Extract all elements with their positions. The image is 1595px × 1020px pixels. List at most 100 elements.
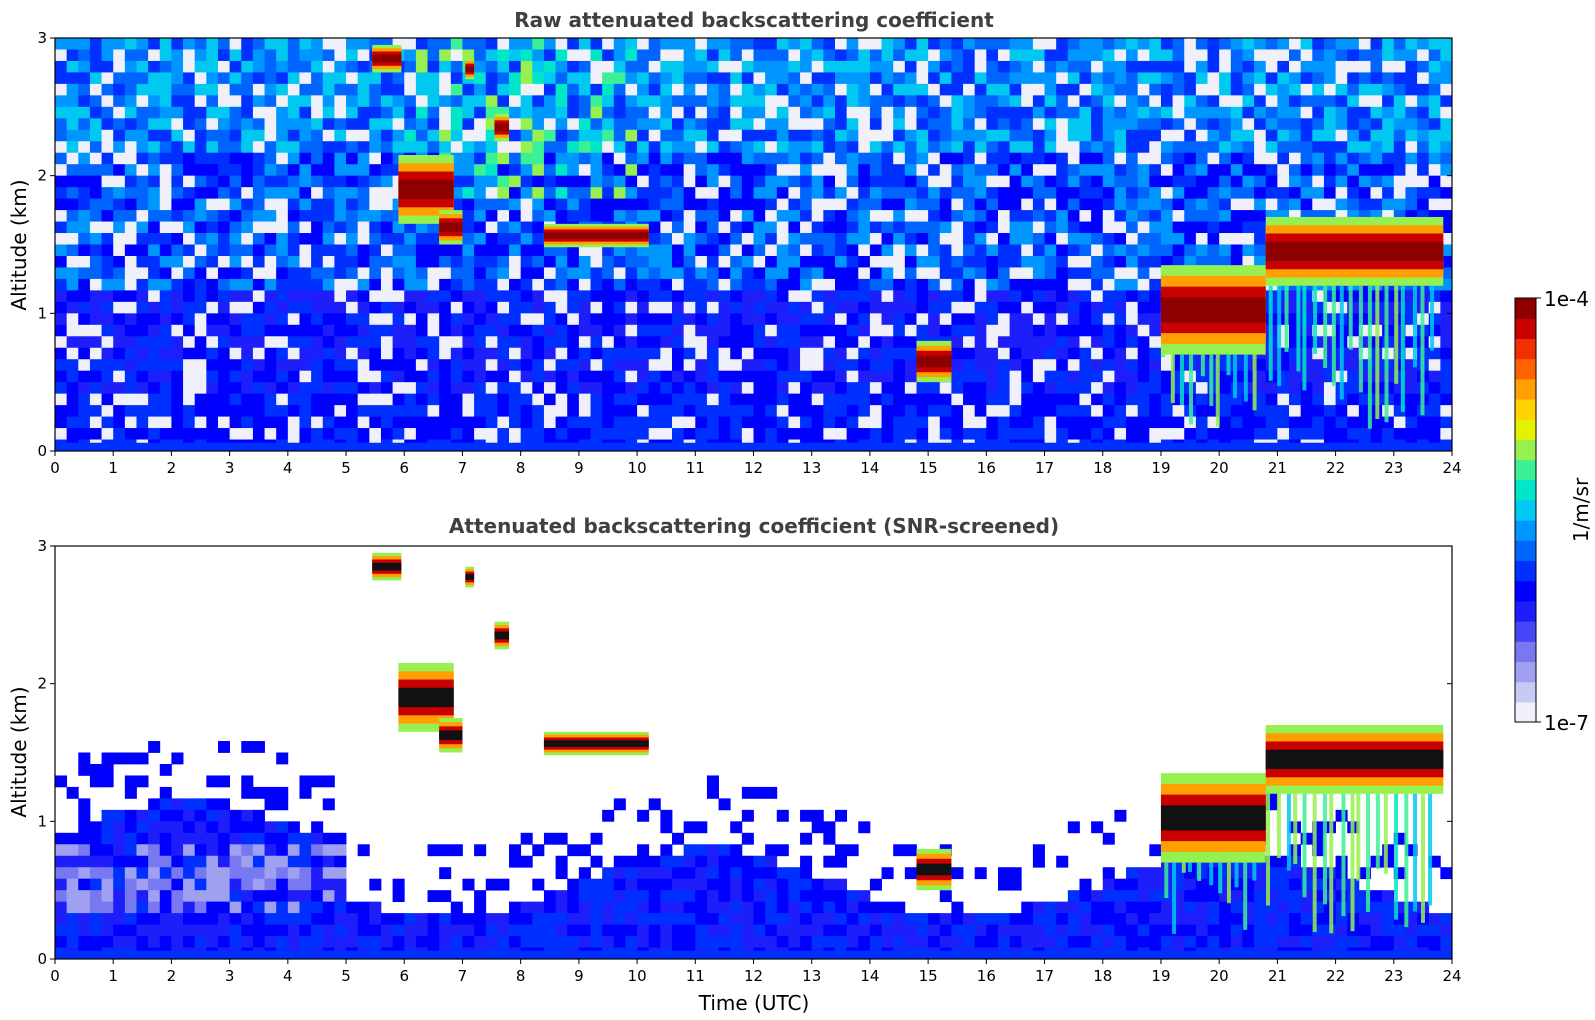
field-cell (730, 72, 743, 85)
field-cell (532, 49, 545, 62)
field-cell (567, 405, 580, 417)
field-cell (1079, 221, 1092, 234)
field-cell (55, 867, 68, 880)
field-cell (904, 278, 917, 291)
field-cell (1323, 164, 1336, 177)
field-cell (1044, 106, 1057, 119)
field-cell (1393, 49, 1406, 62)
field-cell (567, 198, 580, 211)
field-cell (869, 278, 882, 291)
field-cell (543, 95, 556, 108)
field-cell (299, 83, 312, 96)
field-cell (1254, 164, 1267, 177)
field-cell (148, 95, 161, 108)
field-cell (124, 38, 137, 50)
field-cell (217, 83, 231, 96)
field-cell (1289, 38, 1302, 50)
field-cell (1207, 141, 1220, 154)
field-cell (660, 878, 673, 891)
field-cell (1207, 878, 1220, 891)
field-cell (194, 175, 207, 188)
field-cell (124, 405, 137, 417)
field-cell (287, 359, 300, 372)
field-cell (1440, 95, 1453, 108)
field-cell (1370, 38, 1383, 50)
field-cell (183, 867, 196, 880)
field-cell (695, 359, 708, 372)
field-cell (730, 405, 743, 417)
field-cell (66, 428, 79, 440)
field-cell (380, 428, 394, 440)
field-cell (1032, 164, 1045, 177)
field-cell (1067, 141, 1080, 154)
field-cell (1044, 141, 1057, 154)
field-cell (1335, 187, 1348, 200)
field-cell (578, 255, 591, 268)
field-cell (497, 336, 510, 349)
field-cell (183, 95, 196, 108)
field-cell (78, 844, 91, 857)
field-cell (578, 106, 591, 119)
field-cell (252, 741, 265, 753)
field-cell (753, 221, 766, 234)
field-cell (101, 175, 114, 188)
field-cell (66, 233, 79, 245)
field-cell (322, 290, 335, 303)
field-cell (497, 370, 510, 383)
field-cell (194, 106, 207, 119)
field-cell (264, 278, 277, 291)
field-cell (509, 198, 522, 211)
field-cell (1126, 878, 1139, 891)
field-cell (311, 255, 324, 268)
field-cell (811, 164, 824, 177)
field-cell (555, 141, 568, 154)
field-cell (753, 786, 766, 799)
field-cell (1195, 255, 1208, 268)
field-cell (613, 118, 626, 131)
field-cell (1207, 118, 1220, 131)
field-cell (555, 428, 568, 440)
field-cell (683, 428, 696, 440)
field-cell (78, 878, 91, 891)
field-cell (509, 416, 522, 429)
field-cell (66, 855, 79, 868)
field-cell (1335, 393, 1348, 406)
field-cell (1405, 370, 1418, 383)
field-cell (369, 301, 382, 314)
field-cell (148, 255, 161, 268)
field-cell (858, 38, 871, 50)
field-cell (1254, 878, 1267, 891)
field-cell (1056, 428, 1069, 440)
field-cell (194, 324, 207, 337)
field-cell (1126, 187, 1139, 200)
field-cell (241, 95, 254, 108)
field-cell (613, 141, 626, 154)
field-cell (509, 336, 522, 349)
field-cell (1067, 106, 1080, 119)
field-cell (567, 95, 580, 108)
field-cell (893, 198, 906, 211)
field-cell (1079, 405, 1092, 417)
field-cell (194, 393, 207, 406)
field-cell (811, 129, 824, 142)
field-cell (788, 152, 801, 165)
field-cell (939, 313, 952, 326)
field-cell (1126, 370, 1139, 383)
field-cell (1067, 821, 1080, 834)
field-cell (1393, 164, 1406, 177)
field-cell (800, 809, 813, 822)
field-cell (858, 106, 871, 119)
field-cell (997, 267, 1011, 280)
field-cell (1137, 301, 1150, 314)
field-cell (765, 152, 778, 165)
field-cell (1126, 72, 1139, 85)
field-cell (753, 118, 766, 131)
field-cell (124, 832, 137, 845)
field-cell (951, 370, 964, 383)
field-cell (148, 233, 161, 245)
field-cell (55, 255, 68, 268)
field-cell (113, 106, 126, 119)
field-cell (963, 233, 976, 245)
field-cell (252, 198, 265, 211)
field-cell (1114, 118, 1127, 131)
